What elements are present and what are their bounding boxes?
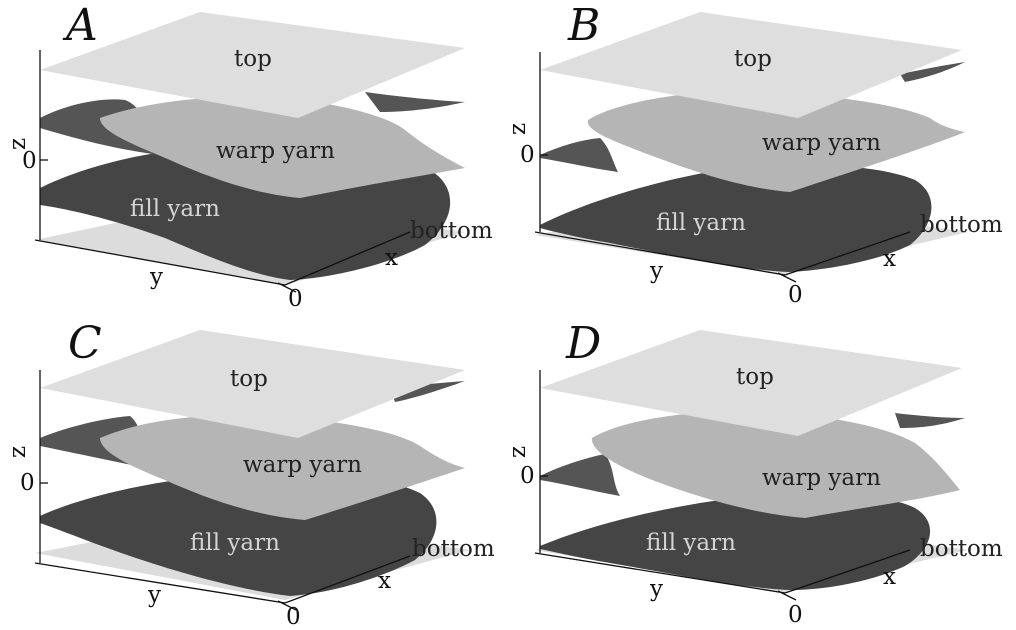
x-axis-label: x	[883, 246, 896, 272]
z-axis-label: z	[505, 446, 531, 458]
fill-yarn-surface	[540, 164, 932, 272]
x-axis	[784, 549, 911, 594]
warp-yarn-dark-edge	[540, 454, 620, 496]
warp-yarn-label: warp yarn	[762, 465, 881, 491]
z-axis-label: z	[5, 138, 31, 150]
warp-yarn-dark-edge	[540, 138, 618, 172]
x-axis	[784, 231, 911, 276]
top-surface	[540, 12, 962, 118]
x-origin-tick	[777, 272, 797, 283]
panel-a: A top warp yarn fill yarn bottom z 0 y x…	[5, 0, 493, 312]
top-label: top	[230, 366, 268, 392]
x-zero-label: 0	[288, 286, 303, 312]
z-axis-label: z	[5, 446, 31, 458]
bottom-label: bottom	[410, 218, 493, 244]
warp-yarn-dark-edge-right	[365, 92, 465, 112]
top-surface	[540, 330, 962, 436]
panel-letter: B	[567, 0, 600, 51]
top-label: top	[734, 46, 772, 72]
top-label: top	[234, 46, 272, 72]
y-axis	[34, 239, 286, 286]
warp-yarn-dark-edge-right	[900, 62, 965, 82]
x-origin-tick	[277, 600, 297, 611]
x-zero-label: 0	[788, 602, 803, 628]
y-axis-label: y	[149, 264, 163, 290]
bottom-label: bottom	[920, 536, 1003, 562]
top-surface	[40, 330, 465, 438]
fill-yarn-label: fill yarn	[190, 530, 280, 556]
top-label: top	[736, 364, 774, 390]
x-origin-tick	[277, 282, 297, 293]
warp-yarn-dark-edge-right	[895, 413, 965, 428]
warp-yarn-surface	[587, 91, 965, 192]
panel-d: D top warp yarn fill yarn bottom z 0 y x…	[505, 318, 1003, 628]
y-axis-label: y	[649, 576, 663, 602]
x-axis	[284, 231, 411, 286]
x-axis	[284, 555, 411, 604]
y-axis	[534, 231, 786, 276]
warp-yarn-surface	[100, 414, 465, 520]
z-zero-label: 0	[22, 148, 37, 174]
bottom-label: bottom	[920, 212, 1003, 238]
warp-yarn-surface	[591, 411, 960, 518]
bottom-label: bottom	[412, 536, 495, 562]
panel-b: B top warp yarn fill yarn bottom z 0 y x…	[505, 0, 1003, 308]
x-zero-label: 0	[286, 604, 301, 630]
z-zero-label: 0	[20, 470, 35, 496]
z-zero-label: 0	[520, 142, 535, 168]
warp-yarn-label: warp yarn	[243, 452, 362, 478]
x-axis-label: x	[883, 564, 896, 590]
warp-yarn-label: warp yarn	[216, 138, 335, 164]
warp-yarn-surface	[100, 96, 465, 198]
panel-letter: D	[565, 318, 601, 369]
y-axis	[534, 552, 786, 594]
top-surface	[40, 12, 465, 118]
z-axis-label: z	[505, 123, 531, 135]
x-axis-label: x	[378, 568, 391, 594]
x-axis-label: x	[385, 245, 398, 271]
fill-yarn-label: fill yarn	[646, 530, 736, 556]
panel-letter: A	[62, 0, 98, 51]
z-zero-label: 0	[520, 463, 535, 489]
x-origin-tick	[777, 590, 797, 601]
panel-letter: C	[68, 318, 102, 369]
fill-yarn-label: fill yarn	[656, 210, 746, 236]
y-axis-label: y	[147, 582, 161, 608]
x-zero-label: 0	[788, 282, 803, 308]
panel-c: C top warp yarn fill yarn bottom z 0 y x…	[5, 318, 495, 630]
warp-yarn-label: warp yarn	[762, 130, 881, 156]
fill-yarn-label: fill yarn	[130, 196, 220, 222]
fill-yarn-surface	[540, 493, 931, 590]
y-axis-label: y	[649, 258, 663, 284]
y-axis	[34, 562, 286, 604]
